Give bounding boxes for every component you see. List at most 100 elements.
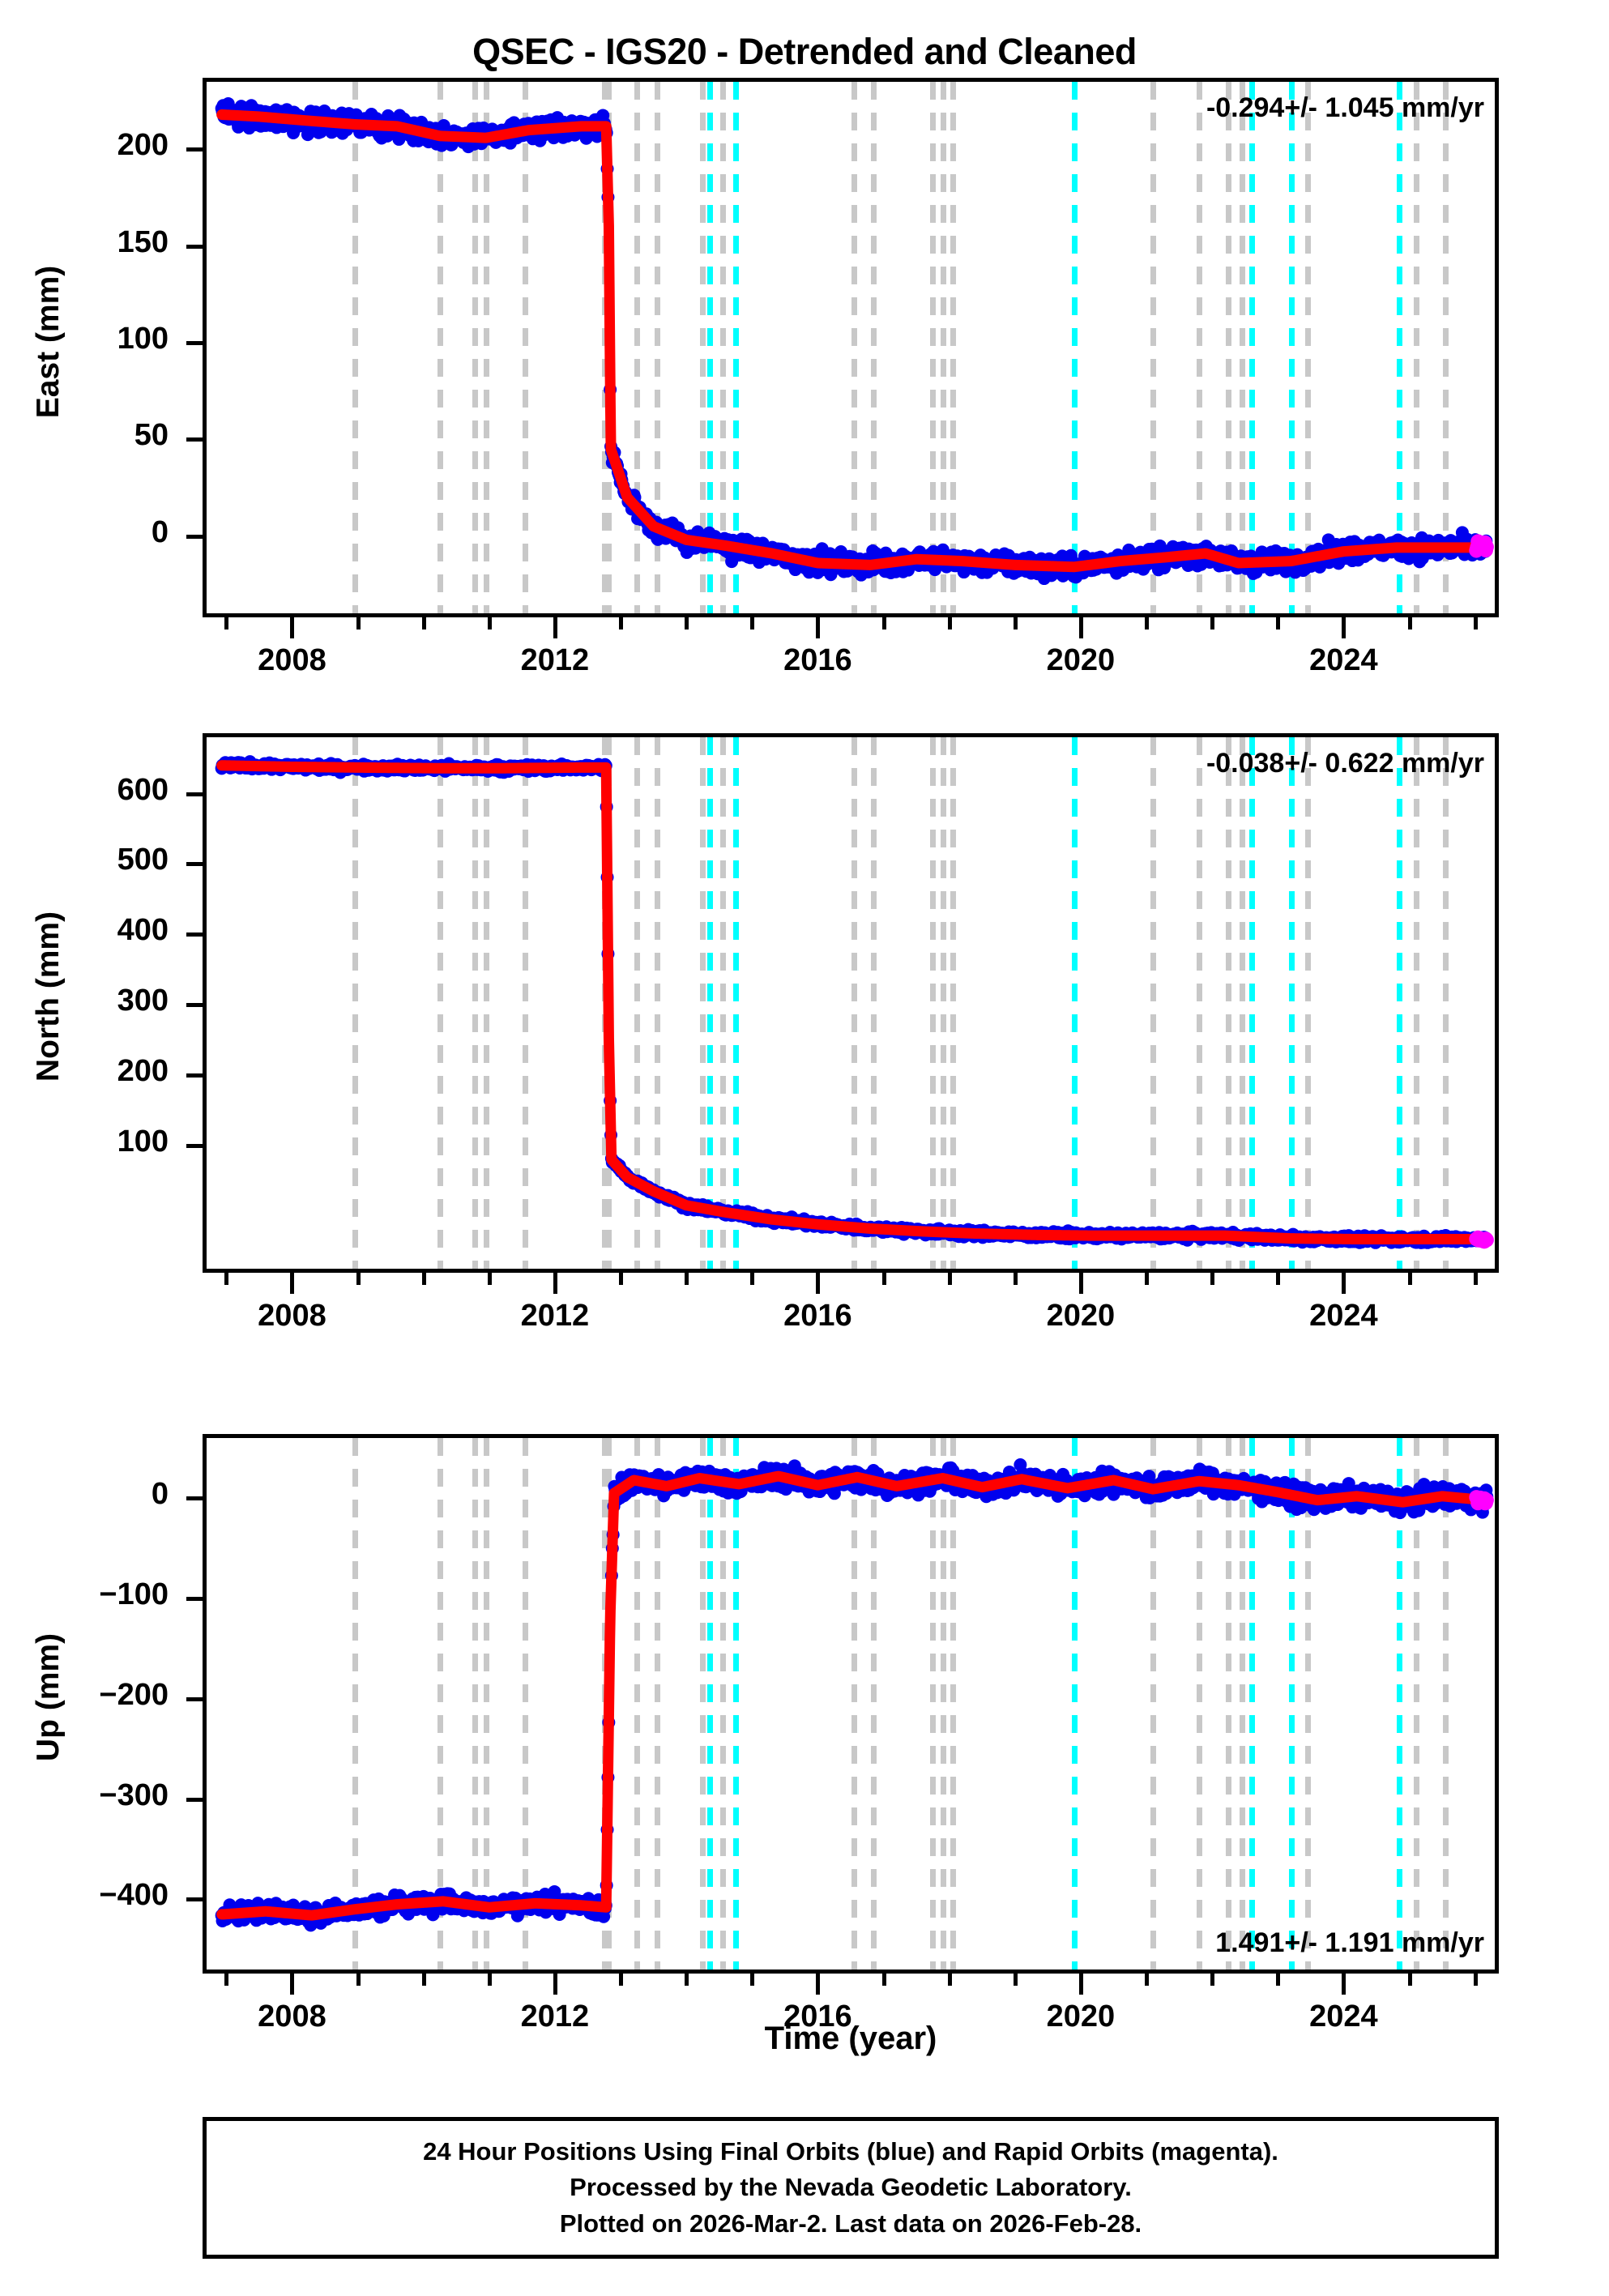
y-tick-label: 300 (117, 984, 169, 1018)
event-line-cyan (1288, 82, 1295, 613)
event-line-gray (634, 737, 641, 1269)
event-line-gray (1196, 1438, 1202, 1970)
y-tick-mark (186, 341, 203, 346)
event-line-gray (930, 1438, 937, 1970)
event-line-gray (871, 1438, 877, 1970)
x-tick-label: 2008 (258, 1999, 326, 2034)
x-axis-label: Time (year) (764, 2021, 937, 2056)
scatter-points (215, 755, 1494, 1249)
event-line-gray (1413, 82, 1419, 613)
x-tick-label: 2016 (783, 1999, 852, 2034)
x-tick-mark-major (290, 617, 295, 638)
event-line-gray (523, 82, 529, 613)
event-line-cyan (706, 1438, 713, 1970)
event-line-cyan (1248, 82, 1255, 613)
x-tick-label: 2012 (520, 643, 590, 677)
x-tick-mark-major (290, 1974, 295, 1995)
event-line-gray (719, 737, 726, 1269)
event-line-gray (719, 82, 726, 613)
y-tick-mark (186, 862, 203, 867)
x-tick-mark-major (816, 1273, 821, 1294)
x-tick-mark-minor (685, 1273, 689, 1285)
event-line-cyan (1071, 1438, 1078, 1970)
event-line-gray (930, 737, 937, 1269)
data-series-east (215, 96, 1494, 586)
caption-line-3: Plotted on 2026-Mar-2. Last data on 2026… (559, 2209, 1142, 2238)
y-tick-mark (186, 932, 203, 937)
event-line-gray (437, 737, 443, 1269)
x-tick-mark-minor (421, 1974, 426, 1986)
data-series-north (215, 755, 1494, 1249)
event-line-cyan (1248, 1438, 1255, 1970)
caption-box: 24 Hour Positions Using Final Orbits (bl… (203, 2117, 1499, 2259)
x-tick-mark-minor (1210, 1273, 1215, 1285)
y-tick-mark (186, 1496, 203, 1501)
event-line-gray (437, 82, 443, 613)
event-line-gray (437, 1438, 443, 1970)
event-line-cyan (1397, 1438, 1403, 1970)
y-tick-mark (186, 1597, 203, 1602)
y-tick-label: 150 (117, 224, 169, 259)
y-tick-label: 500 (117, 843, 169, 877)
y-tick-mark (186, 437, 203, 442)
y-tick-mark (186, 534, 203, 539)
x-tick-mark-minor (224, 1273, 229, 1285)
plot-area-east (203, 78, 1499, 617)
y-tick-mark (186, 1797, 203, 1802)
y-tick-mark (186, 792, 203, 796)
y-tick-mark (186, 147, 203, 152)
x-tick-mark-minor (1013, 1974, 1018, 1986)
x-tick-mark-minor (947, 1974, 952, 1986)
x-tick-label: 2008 (258, 643, 326, 677)
event-line-gray (483, 1438, 489, 1970)
x-tick-label: 2024 (1309, 1299, 1378, 1333)
x-tick-mark-minor (619, 617, 624, 629)
event-line-gray (654, 82, 660, 613)
scatter-points (215, 96, 1494, 586)
event-line-gray (700, 1438, 706, 1970)
x-tick-mark-major (1078, 1273, 1083, 1294)
model-trend-line (216, 109, 1492, 573)
event-line-gray (1304, 737, 1311, 1269)
event-line-gray (1413, 737, 1419, 1269)
event-line-gray (1226, 1438, 1232, 1970)
x-tick-mark-major (553, 1273, 557, 1294)
x-tick-mark-minor (619, 1273, 624, 1285)
x-tick-mark-major (290, 1273, 295, 1294)
x-tick-mark-minor (1145, 617, 1150, 629)
x-tick-label: 2024 (1309, 643, 1378, 677)
event-line-cyan (1397, 82, 1403, 613)
event-line-cyan (1248, 737, 1255, 1269)
y-tick-mark (186, 1696, 203, 1701)
x-tick-mark-minor (1013, 1273, 1018, 1285)
x-tick-label: 2008 (258, 1299, 326, 1333)
x-tick-mark-minor (1276, 1273, 1281, 1285)
event-line-cyan (1071, 82, 1078, 613)
event-line-gray (1304, 82, 1311, 613)
caption-line-1: 24 Hour Positions Using Final Orbits (bl… (423, 2137, 1278, 2166)
x-tick-mark-minor (1407, 1974, 1412, 1986)
event-line-gray (871, 82, 877, 613)
event-line-gray (1150, 737, 1157, 1269)
x-tick-mark-minor (1145, 1974, 1150, 1986)
event-line-gray (1239, 1438, 1245, 1970)
y-tick-label: −400 (99, 1878, 169, 1913)
event-line-gray (483, 737, 489, 1269)
event-line-gray (1443, 737, 1449, 1269)
y-tick-label: 100 (117, 1124, 169, 1159)
event-line-cyan (733, 737, 740, 1269)
event-line-gray (940, 82, 946, 613)
event-line-gray (472, 1438, 478, 1970)
x-tick-mark-minor (750, 1273, 755, 1285)
x-tick-label: 2012 (520, 1999, 590, 2034)
event-line-gray (719, 1438, 726, 1970)
event-line-gray (352, 737, 358, 1269)
event-line-gray (472, 737, 478, 1269)
y-tick-mark (186, 1897, 203, 1902)
event-line-gray (1196, 737, 1202, 1269)
panel-north: -0.038+/- 0.622 mm/yr (203, 733, 1499, 1273)
y-tick-label: 200 (117, 128, 169, 163)
event-line-gray (1413, 1438, 1419, 1970)
x-tick-mark-major (1078, 617, 1083, 638)
event-line-gray (1150, 1438, 1157, 1970)
